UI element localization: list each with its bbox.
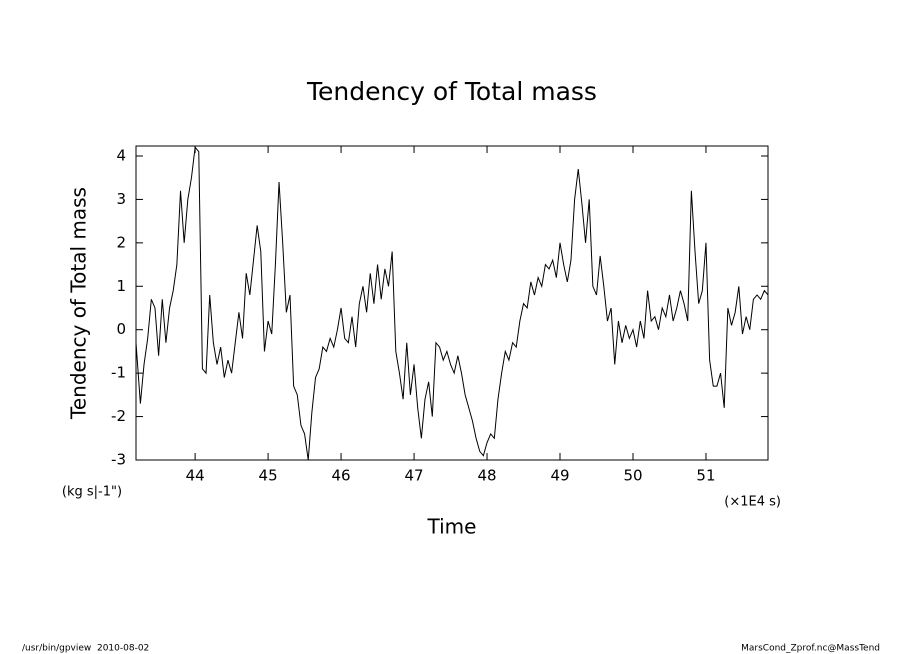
x-axis-label: Time [427,515,477,539]
x-tick-label: 45 [259,467,278,485]
footer-left: /usr/bin/gpview 2010-08-02 [22,644,149,654]
y-tick-label: -1 [111,364,126,382]
y-tick-label: 0 [116,320,126,338]
chart-title: Tendency of Total mass [306,77,597,106]
y-axis-label: Tendency of Total mass [67,187,91,420]
x-tick-label: 44 [186,467,205,485]
footer-right: MarsCond_Zprof.nc@MassTend [741,644,880,654]
x-axis-unit: (×1E4 s) [724,495,781,510]
x-tick-label: 51 [696,467,715,485]
x-tick-label: 47 [405,467,424,485]
data-line [135,146,769,461]
plot-frame [135,145,769,461]
x-tick-label: 49 [550,467,569,485]
y-axis-unit: (kg s|-1") [62,485,122,500]
y-tick-label: 2 [116,233,126,251]
x-tick-label: 48 [477,467,496,485]
y-tick-label: 3 [116,190,126,208]
y-tick-label: -3 [111,451,126,469]
y-tick-label: 1 [116,277,126,295]
y-tick-label: -2 [111,407,126,425]
y-tick-label: 4 [116,146,126,164]
x-tick-label: 50 [623,467,642,485]
x-tick-label: 46 [332,467,351,485]
